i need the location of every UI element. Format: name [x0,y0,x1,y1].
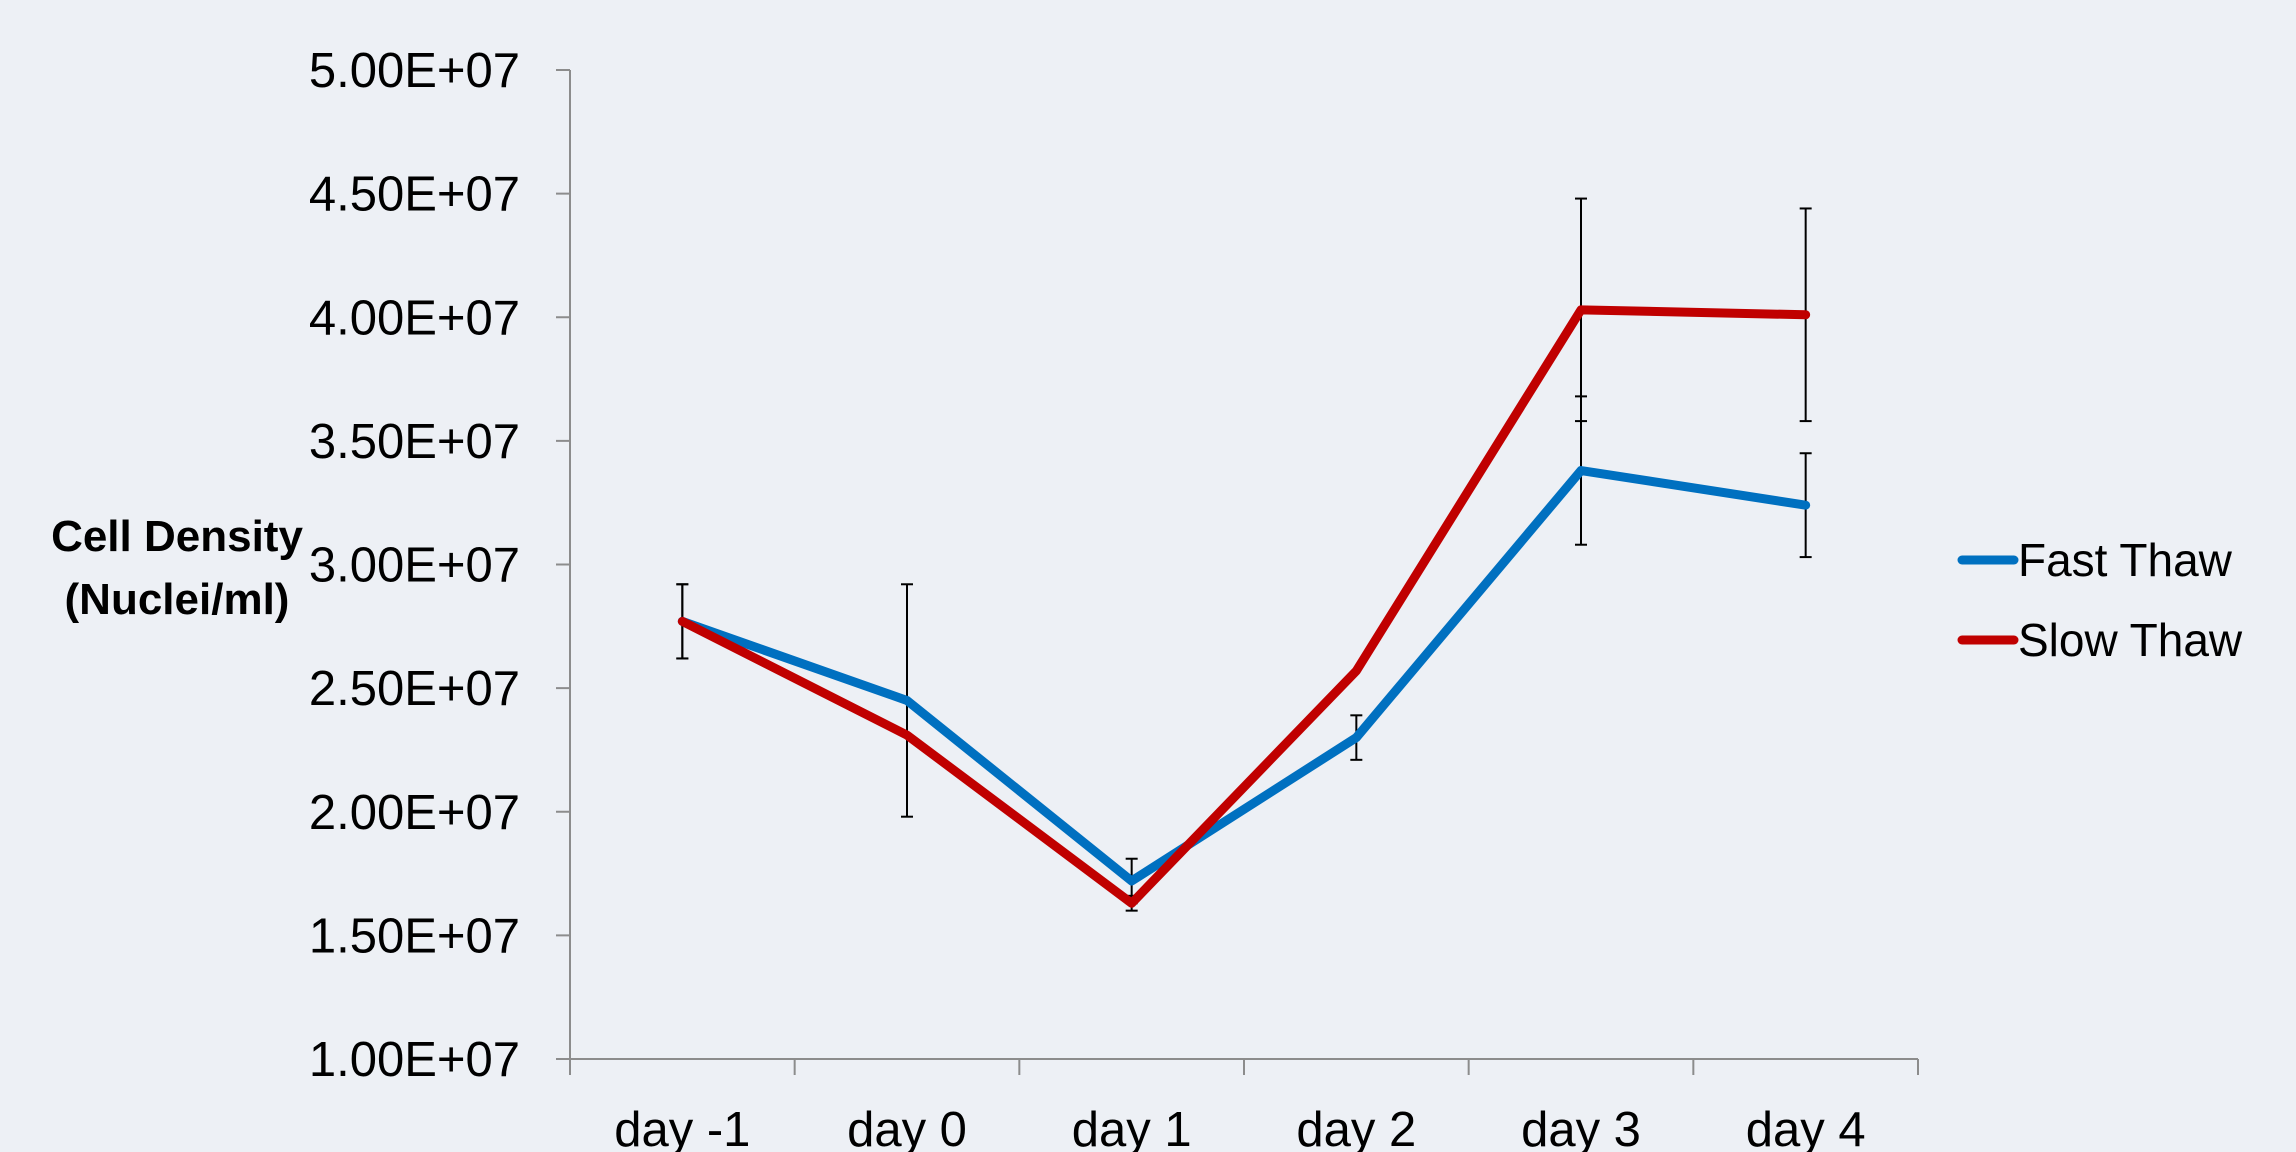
x-tick-label: day 4 [1746,1103,1866,1152]
legend: Fast Thaw Slow Thaw [1957,534,2243,666]
y-tick-label: 1.00E+07 [309,1033,520,1087]
error-bars [676,197,1812,912]
y-axis-label-line-1: Cell Density [51,512,303,561]
x-tick-label: day -1 [614,1103,750,1152]
series-line-fast-thaw [677,466,1811,886]
legend-label: Fast Thaw [2018,534,2233,586]
y-tick-label: 3.50E+07 [309,415,520,469]
x-axis: day -1 day 0 day 1 day 2 day 3 day 4 [569,1058,1919,1152]
y-tick-label: 4.50E+07 [309,168,520,222]
legend-label: Slow Thaw [2018,614,2243,666]
y-tick-label: 1.50E+07 [309,909,520,963]
x-tick-label: day 0 [847,1103,967,1152]
y-axis-label-line-2: (Nuclei/ml) [65,575,290,624]
y-tick-label: 4.00E+07 [309,291,520,345]
y-tick-label: 3.00E+07 [309,539,520,593]
y-tick-label: 5.00E+07 [309,44,520,98]
y-tick-label: 2.50E+07 [309,662,520,716]
series-lines [677,305,1811,908]
y-tick-label: 2.00E+07 [309,786,520,840]
series-line-slow-thaw [677,305,1811,908]
y-axis-label: Cell Density (Nuclei/ml) [51,512,303,624]
y-axis: 1.00E+07 1.50E+07 2.00E+07 2.50E+07 3.00E+07… [309,44,571,1087]
x-tick-label: day 2 [1296,1103,1416,1152]
x-tick-label: day 1 [1072,1103,1192,1152]
x-tick-label: day 3 [1521,1103,1641,1152]
